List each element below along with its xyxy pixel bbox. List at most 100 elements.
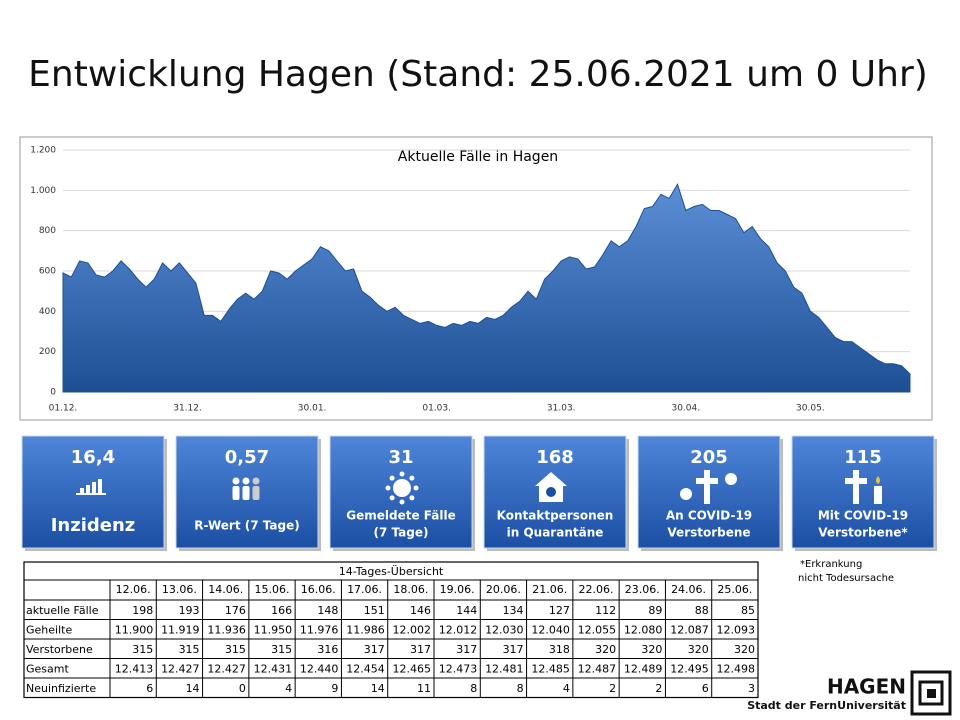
column-header: 12.06. (116, 583, 151, 596)
table-cell: 12.012 (439, 623, 478, 636)
kpi-tile: 0,57 R-Wert (7 Tage) (175, 435, 321, 551)
table-cell: 12.473 (439, 662, 478, 675)
table-cell: 88 (695, 604, 709, 617)
table-cell: 12.495 (670, 662, 709, 675)
table-cell: 198 (132, 604, 153, 617)
x-tick-label: 01.12. (49, 404, 78, 414)
table-cell: 12.427 (207, 662, 246, 675)
table-cell: 12.481 (485, 662, 524, 675)
tile-label: Gemeldete Fälle (346, 509, 455, 523)
logo-subtitle: Stadt der FernUniversität (747, 699, 906, 712)
table-cell: 12.454 (346, 662, 385, 675)
tile-label: Verstorbene* (818, 526, 908, 540)
icon (252, 486, 260, 500)
table-cell: 6 (702, 682, 709, 695)
table-cell: 315 (225, 643, 246, 656)
icon (86, 485, 90, 494)
tile-value: 168 (536, 447, 574, 468)
column-header: 25.06. (717, 583, 752, 596)
area (62, 183, 911, 393)
tile-label: An COVID-19 (666, 509, 752, 523)
column-header: 13.06. (162, 583, 197, 596)
chart-title: Aktuelle Fälle in Hagen (398, 149, 558, 165)
table-cell: 315 (132, 643, 153, 656)
table-cell: 316 (317, 643, 338, 656)
icon (80, 488, 84, 494)
table-cell: 11.936 (207, 623, 246, 636)
table-cell: 12.002 (393, 623, 432, 636)
table-cell: 85 (741, 604, 755, 617)
table-cell: 12.030 (485, 623, 524, 636)
table-cell: 2 (609, 682, 616, 695)
table-cell: 12.413 (115, 662, 154, 675)
table-cell: 315 (271, 643, 292, 656)
icon (399, 499, 405, 505)
table-cell: 320 (595, 643, 616, 656)
icon (98, 479, 102, 494)
icon (393, 479, 411, 497)
table-cell: 11.976 (300, 623, 339, 636)
y-tick-label: 800 (39, 226, 56, 236)
table-cell: 14 (186, 682, 200, 695)
column-header: 17.06. (347, 583, 382, 596)
table-cell: 318 (549, 643, 570, 656)
table-cell: 151 (364, 604, 385, 617)
table-cell: 12.440 (300, 662, 339, 675)
footnote: nicht Todesursache (798, 573, 894, 584)
table-title: 14-Tages-Übersicht (339, 565, 444, 578)
table-cell: 11 (417, 682, 431, 695)
table-cell: 12.087 (670, 623, 709, 636)
table-cell: 12.093 (717, 623, 756, 636)
table-cell: 12.055 (578, 623, 617, 636)
y-tick-label: 1.000 (30, 186, 56, 196)
icon (232, 477, 240, 485)
icon (399, 471, 405, 477)
table-cell: 320 (734, 643, 755, 656)
icon (845, 470, 867, 504)
column-header: 24.06. (671, 583, 706, 596)
tile-value: 16,4 (71, 447, 115, 468)
table-cell: 2 (655, 682, 662, 695)
table-cell: 89 (648, 604, 662, 617)
column-header: 20.06. (486, 583, 521, 596)
icon (409, 475, 415, 481)
icon (232, 486, 240, 500)
row-label: Gesamt (26, 662, 69, 675)
icon (92, 482, 96, 494)
row-label: Verstorbene (26, 643, 93, 656)
row-label: aktuelle Fälle (26, 604, 99, 617)
icon (874, 486, 882, 504)
table-cell: 146 (410, 604, 431, 617)
table-cell: 134 (503, 604, 524, 617)
table-cell: 317 (503, 643, 524, 656)
table-cell: 3 (748, 682, 755, 695)
table-cell: 8 (517, 682, 524, 695)
tile-bg (791, 435, 935, 549)
kpi-tile: 31 Gemeldete Fälle (7 Tage) (329, 435, 475, 551)
y-tick-label: 200 (39, 347, 56, 357)
icon (725, 473, 737, 485)
table-cell: 12.487 (578, 662, 617, 675)
table-cell: 12.465 (393, 662, 432, 675)
table-cell: 127 (549, 604, 570, 617)
column-header: 15.06. (255, 583, 290, 596)
table-cell: 14 (371, 682, 385, 695)
kpi-tile: 16,4 Inzidenz (21, 435, 167, 551)
icon (413, 485, 419, 491)
icon (876, 476, 880, 484)
table-border (23, 561, 759, 699)
column-header: 23.06. (625, 583, 660, 596)
table-cell: 315 (179, 643, 200, 656)
row-label: Neuinfizierte (26, 682, 96, 695)
table-cell: 9 (331, 682, 338, 695)
icon (546, 487, 556, 497)
kpi-tile: 168 Kontaktpersonen in Quarantäne (483, 435, 629, 551)
icon (389, 495, 395, 501)
table-cell: 12.040 (531, 623, 570, 636)
y-tick-label: 600 (39, 267, 56, 277)
kpi-tile: 115 Mit COVID-19 Verstorbene* (791, 435, 937, 551)
icon (242, 477, 250, 485)
table-cell: 12.427 (161, 662, 200, 675)
table-cell: 11.986 (346, 623, 385, 636)
